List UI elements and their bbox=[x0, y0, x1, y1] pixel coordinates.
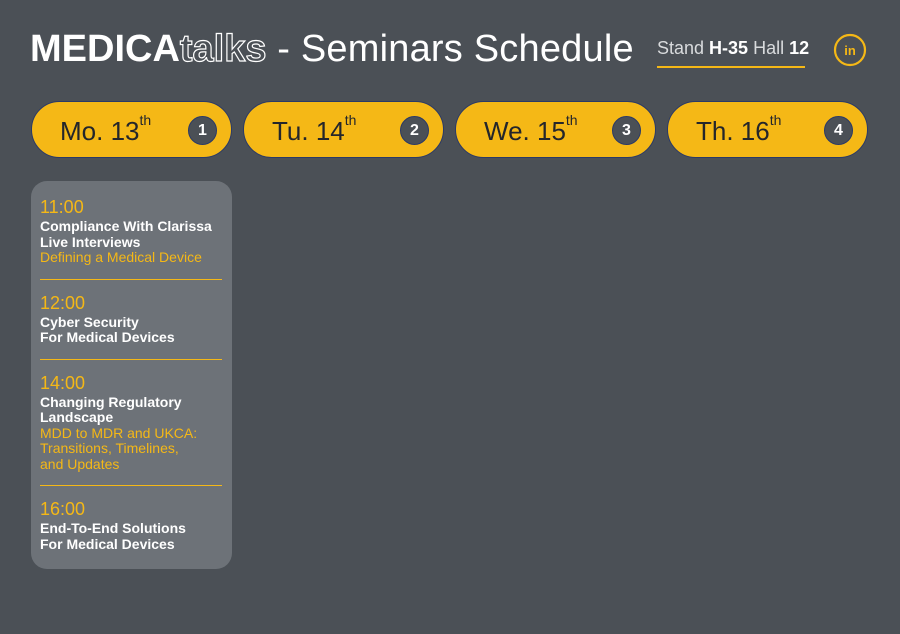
svg-text:in: in bbox=[844, 43, 856, 58]
